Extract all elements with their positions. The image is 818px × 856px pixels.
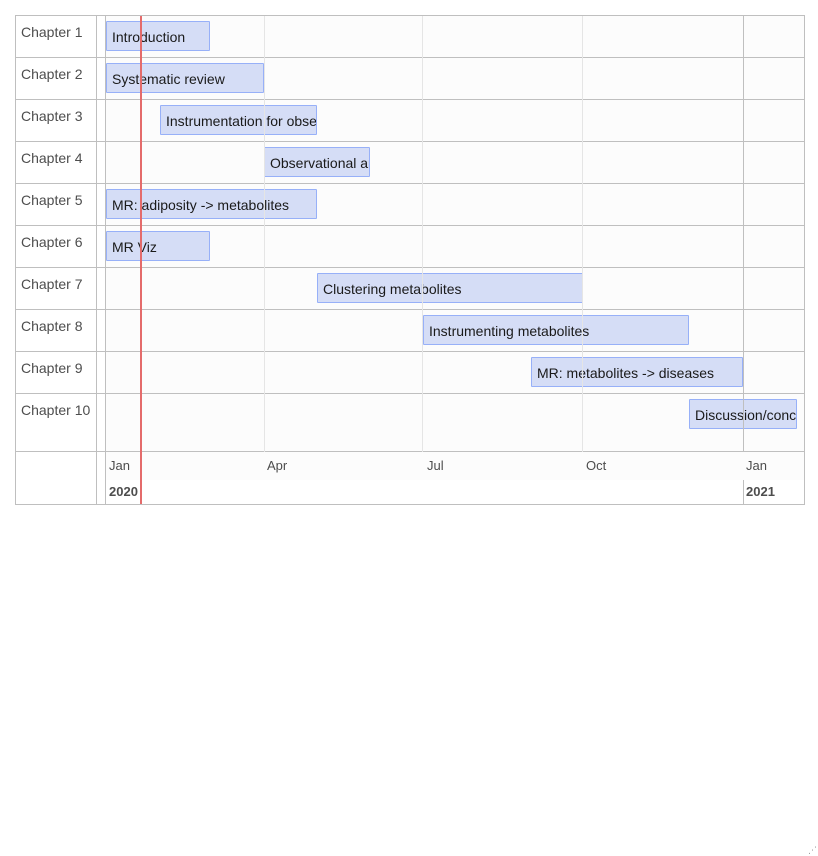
timeline-row: Chapter 8 Instrumenting metabolites (16, 310, 804, 352)
timeline-item[interactable]: MR: metabolites -> diseases (531, 357, 743, 387)
axis-minor-label: Oct (586, 458, 607, 473)
group-label: Chapter 9 (21, 360, 83, 376)
minor-gridline (264, 16, 265, 480)
major-gridline (105, 16, 106, 504)
time-axis: Jan Apr Jul Oct Jan 2020 2021 (16, 452, 804, 504)
timeline-row: Chapter 5 MR: adiposity -> metabolites (16, 184, 804, 226)
timeline-item[interactable]: Clustering metabolites (317, 273, 583, 303)
timeline-row: Chapter 6 MR Viz (16, 226, 804, 268)
timeline-item[interactable]: Systematic review (106, 63, 264, 93)
group-label: Chapter 3 (21, 108, 83, 124)
group-label: Chapter 6 (21, 234, 83, 250)
minor-gridline (422, 16, 423, 480)
timeline-item[interactable]: Introduction (106, 21, 210, 51)
major-gridline (743, 16, 744, 504)
timeline-row: Chapter 4 Observational analysis (16, 142, 804, 184)
group-label: Chapter 7 (21, 276, 83, 292)
timeline-item[interactable]: Instrumentation for observational analys… (160, 105, 317, 135)
axis-minor-label: Jul (427, 458, 444, 473)
timeline-row: Chapter 9 MR: metabolites -> diseases (16, 352, 804, 394)
timeline-item[interactable]: Observational analysis (264, 147, 370, 177)
axis-minor-label: Jan (109, 458, 130, 473)
timeline-item[interactable]: MR: adiposity -> metabolites (106, 189, 317, 219)
axis-minor-label: Apr (267, 458, 288, 473)
group-label: Chapter 10 (21, 402, 91, 418)
group-label: Chapter 8 (21, 318, 83, 334)
current-time-marker (140, 16, 142, 504)
group-label: Chapter 1 (21, 24, 83, 40)
timeline-row: Chapter 7 Clustering metabolites (16, 268, 804, 310)
timeline-chart[interactable]: Chapter 1 Introduction Chapter 2 Systema… (15, 15, 805, 505)
axis-major-label: 2021 (746, 484, 775, 499)
group-label: Chapter 2 (21, 66, 83, 82)
resize-grip-icon[interactable]: ⋰ (808, 845, 817, 855)
timeline-row: Chapter 3 Instrumentation for observatio… (16, 100, 804, 142)
axis-minor-label: Jan (746, 458, 767, 473)
timeline-item[interactable]: Instrumenting metabolites (423, 315, 689, 345)
timeline-row: Chapter 1 Introduction (16, 16, 804, 58)
timeline-row: Chapter 2 Systematic review (16, 58, 804, 100)
timeline-item[interactable]: MR Viz (106, 231, 210, 261)
timeline-row: Chapter 10 Discussion/conclusion (16, 394, 804, 452)
label-separator (96, 16, 97, 504)
minor-gridline (582, 16, 583, 480)
axis-major-label: 2020 (109, 484, 138, 499)
group-label: Chapter 4 (21, 150, 83, 166)
group-label: Chapter 5 (21, 192, 83, 208)
